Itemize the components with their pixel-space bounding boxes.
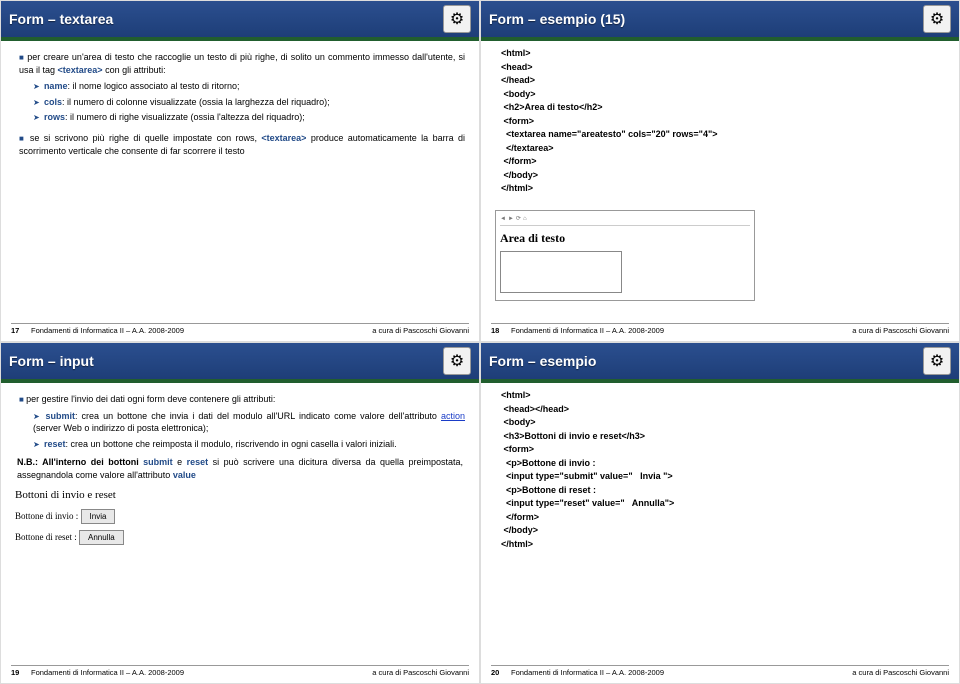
invia-button[interactable]: Invia <box>81 509 116 524</box>
footer-author: a cura di Pascoschi Giovanni <box>852 668 949 677</box>
logo-icon: ⚙ <box>923 347 951 375</box>
titlebar: Form – esempio ⚙ <box>481 343 959 383</box>
logo-icon: ⚙ <box>443 347 471 375</box>
logo-icon: ⚙ <box>923 5 951 33</box>
paragraph: per creare un'area di testo che raccogli… <box>19 51 465 76</box>
sub-name: name: il nome logico associato al testo … <box>33 80 465 93</box>
slide-title: Form – textarea <box>9 11 113 27</box>
annulla-button[interactable]: Annulla <box>79 530 124 545</box>
note: N.B.: All'interno dei bottoni submit e r… <box>17 456 463 481</box>
row-invio: Bottone di invio : Invia <box>15 509 465 524</box>
tag-textarea: <textarea> <box>58 65 103 75</box>
footer-author: a cura di Pascoschi Giovanni <box>852 326 949 335</box>
slide-title: Form – esempio (15) <box>489 11 625 27</box>
slide-18: Form – esempio (15) ⚙ <html> <head> </he… <box>480 0 960 342</box>
footer-course: Fondamenti di Informatica II – A.A. 2008… <box>31 668 366 677</box>
paragraph: se si scrivono più righe di quelle impos… <box>19 132 465 157</box>
slide-19: Form – input ⚙ per gestire l'invio dei d… <box>0 342 480 684</box>
row-reset: Bottone di reset : Annulla <box>15 530 465 545</box>
example-title: Bottoni di invio e reset <box>15 488 465 503</box>
paragraph: per gestire l'invio dei dati ogni form d… <box>19 393 465 406</box>
sub-rows: rows: il numero di righe visualizzate (o… <box>33 111 465 124</box>
browser-example: ◄►⟳⌂ Area di testo <box>495 210 755 302</box>
link-action: action <box>441 411 465 421</box>
sub-reset: reset: crea un bottone che reimposta il … <box>33 438 465 451</box>
slide-title: Form – esempio <box>489 353 596 369</box>
code-block: <html> <head></head> <body> <h3>Bottoni … <box>501 389 945 551</box>
footer: 18 Fondamenti di Informatica II – A.A. 2… <box>491 323 949 335</box>
textarea-example[interactable] <box>500 251 622 293</box>
page-number: 19 <box>11 668 25 677</box>
page-number: 17 <box>11 326 25 335</box>
footer-course: Fondamenti di Informatica II – A.A. 2008… <box>31 326 366 335</box>
titlebar: Form – input ⚙ <box>1 343 479 383</box>
browser-toolbar: ◄►⟳⌂ <box>500 215 750 226</box>
footer-course: Fondamenti di Informatica II – A.A. 2008… <box>511 668 846 677</box>
footer: 17 Fondamenti di Informatica II – A.A. 2… <box>11 323 469 335</box>
footer-course: Fondamenti di Informatica II – A.A. 2008… <box>511 326 846 335</box>
titlebar: Form – esempio (15) ⚙ <box>481 1 959 41</box>
slide-17: Form – textarea ⚙ per creare un'area di … <box>0 0 480 342</box>
page-number: 18 <box>491 326 505 335</box>
slide-title: Form – input <box>9 353 94 369</box>
sub-submit: submit: crea un bottone che invia i dati… <box>33 410 465 435</box>
example-title: Area di testo <box>500 230 750 247</box>
titlebar: Form – textarea ⚙ <box>1 1 479 41</box>
logo-icon: ⚙ <box>443 5 471 33</box>
footer: 20 Fondamenti di Informatica II – A.A. 2… <box>491 665 949 677</box>
footer-author: a cura di Pascoschi Giovanni <box>372 326 469 335</box>
sub-cols: cols: il numero di colonne visualizzate … <box>33 96 465 109</box>
footer: 19 Fondamenti di Informatica II – A.A. 2… <box>11 665 469 677</box>
page-number: 20 <box>491 668 505 677</box>
footer-author: a cura di Pascoschi Giovanni <box>372 668 469 677</box>
slide-20: Form – esempio ⚙ <html> <head></head> <b… <box>480 342 960 684</box>
code-block: <html> <head> </head> <body> <h2>Area di… <box>501 47 945 196</box>
